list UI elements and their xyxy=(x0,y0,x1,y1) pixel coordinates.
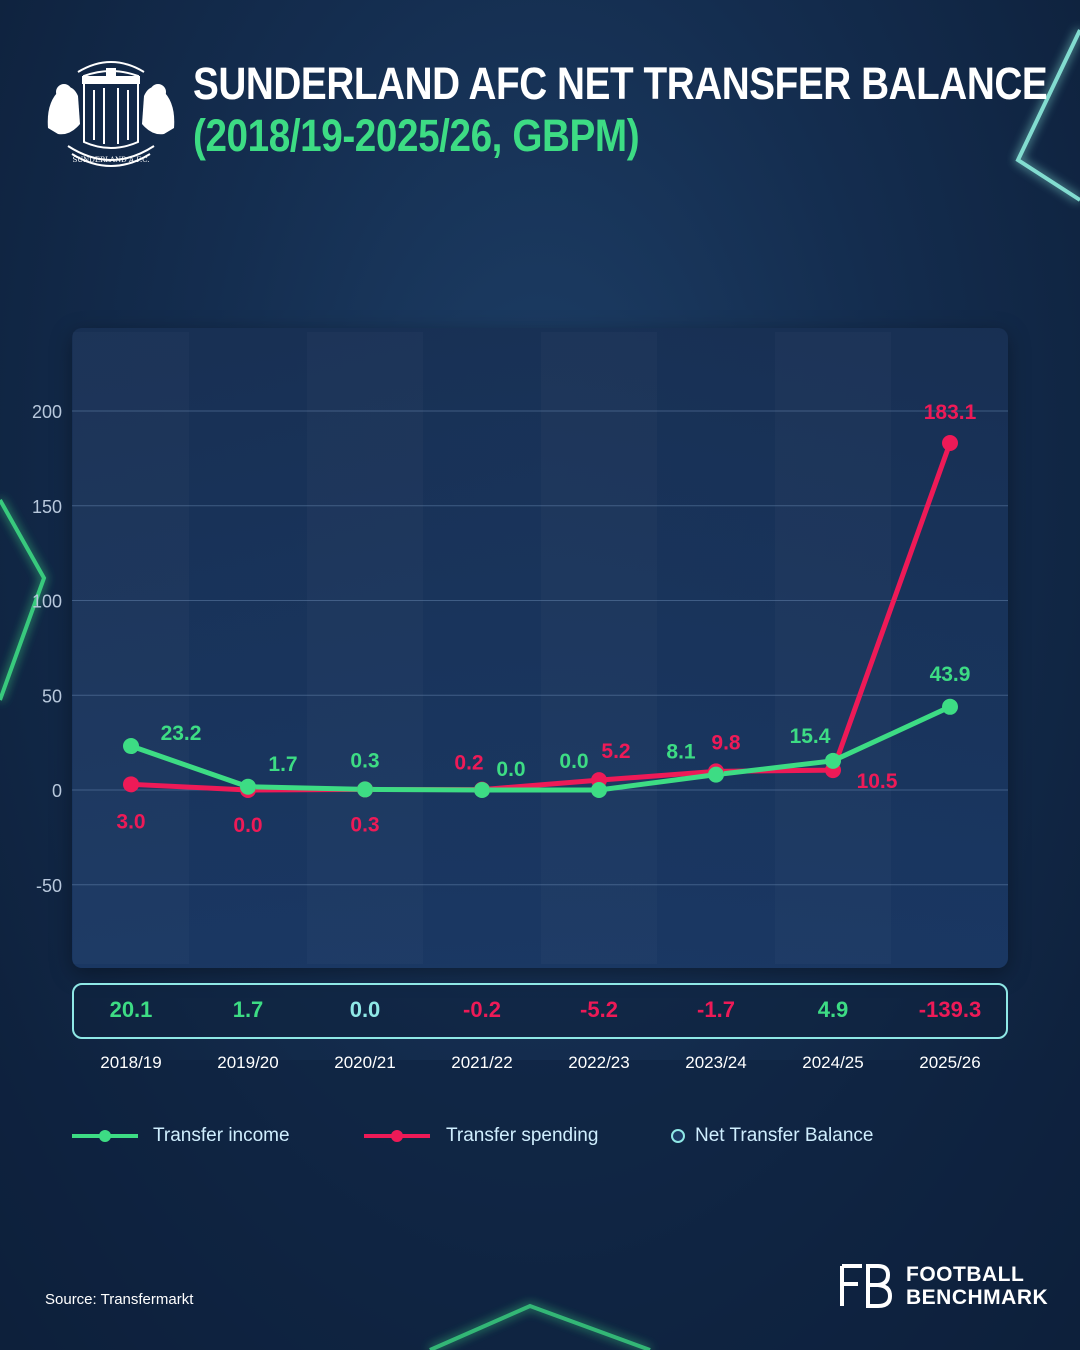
spending-data-label: 5.2 xyxy=(601,740,630,763)
income-point xyxy=(942,698,958,715)
x-tick-label: 2018/19 xyxy=(100,1053,162,1072)
x-tick-label: 2022/23 xyxy=(568,1053,630,1072)
income-point xyxy=(708,766,724,783)
net-balance-value: 4.9 xyxy=(817,997,849,1022)
income-point xyxy=(123,738,139,755)
spending-data-label: 0.2 xyxy=(454,752,483,775)
spending-data-label: 10.5 xyxy=(857,770,898,793)
spending-point xyxy=(942,435,958,452)
spending-data-label: 0.3 xyxy=(350,813,379,836)
income-point xyxy=(240,778,256,795)
x-tick-label: 2019/20 xyxy=(217,1053,279,1072)
spending-data-label: 0.0 xyxy=(233,814,262,837)
net-balance-value: -139.3 xyxy=(918,997,982,1022)
column-band xyxy=(307,332,423,964)
legend-label-income: Transfer income xyxy=(153,1125,290,1146)
x-tick-label: 2023/24 xyxy=(685,1053,747,1072)
net-balance-value: 1.7 xyxy=(232,997,264,1022)
income-point xyxy=(357,781,373,798)
brand-name: FOOTBALL BENCHMARK xyxy=(906,1263,1048,1309)
x-tick-label: 2021/22 xyxy=(451,1053,513,1072)
net-balance-value: 0.0 xyxy=(349,997,381,1022)
spending-point xyxy=(123,776,139,793)
net-balance-value: -5.2 xyxy=(580,997,618,1022)
chart-subtitle: (2018/19-2025/26, GBPM) xyxy=(193,110,640,161)
spending-data-label: 3.0 xyxy=(116,810,145,833)
sunderland-crest-logo: SUNDERLAND A.F.C. xyxy=(47,61,175,167)
column-band xyxy=(541,332,657,964)
y-tick-label: 150 xyxy=(32,497,62,517)
column-band xyxy=(73,332,189,964)
income-line xyxy=(128,704,953,793)
plot-area xyxy=(72,328,1008,968)
y-tick-label: 50 xyxy=(42,686,62,706)
net-balance-value: -0.2 xyxy=(463,997,501,1022)
net-balance-box xyxy=(72,983,1008,1039)
legend-label-net: Net Transfer Balance xyxy=(695,1125,874,1146)
spending-data-label: 9.8 xyxy=(711,731,741,754)
x-tick-label: 2024/25 xyxy=(802,1053,864,1072)
net-balance-value: -1.7 xyxy=(697,997,735,1022)
legend-swatch-spending xyxy=(364,1130,430,1142)
brand-line-2: BENCHMARK xyxy=(906,1286,1049,1309)
income-point xyxy=(591,782,607,798)
legend-label-spending: Transfer spending xyxy=(446,1125,599,1146)
income-data-label: 8.1 xyxy=(666,741,696,764)
y-tick-label: -50 xyxy=(36,876,62,896)
income-point xyxy=(825,752,841,769)
column-band xyxy=(775,332,891,964)
income-data-label: 0.3 xyxy=(350,749,379,772)
income-data-label: 15.4 xyxy=(790,725,831,748)
neon-line-top-right xyxy=(1015,29,1080,202)
legend-swatch-income xyxy=(72,1130,138,1142)
net-balance-value: 20.1 xyxy=(109,997,153,1022)
income-data-label: 1.7 xyxy=(268,753,297,776)
neon-line-bottom xyxy=(429,1303,651,1350)
y-tick-label: 200 xyxy=(32,402,62,422)
income-data-label: 0.0 xyxy=(559,750,588,773)
neon-line-left xyxy=(0,499,47,701)
income-data-label: 0.0 xyxy=(496,758,525,781)
spending-line xyxy=(128,440,953,793)
income-point xyxy=(474,782,490,798)
x-tick-label: 2025/26 xyxy=(919,1053,981,1072)
brand-line-1: FOOTBALL xyxy=(906,1263,1025,1286)
spending-data-label: 183.1 xyxy=(924,401,977,424)
football-benchmark-logo-icon xyxy=(840,1264,892,1308)
chart-title: SUNDERLAND AFC NET TRANSFER BALANCE xyxy=(193,58,1048,109)
svg-text:SUNDERLAND A.F.C.: SUNDERLAND A.F.C. xyxy=(72,156,149,164)
source-note: Source: Transfermarkt xyxy=(45,1291,194,1308)
x-tick-label: 2020/21 xyxy=(334,1053,396,1072)
legend-swatch-net xyxy=(671,1129,685,1143)
income-data-label: 23.2 xyxy=(161,722,202,745)
y-tick-label: 100 xyxy=(32,592,62,612)
income-data-label: 43.9 xyxy=(930,663,971,686)
y-tick-label: 0 xyxy=(52,781,62,801)
